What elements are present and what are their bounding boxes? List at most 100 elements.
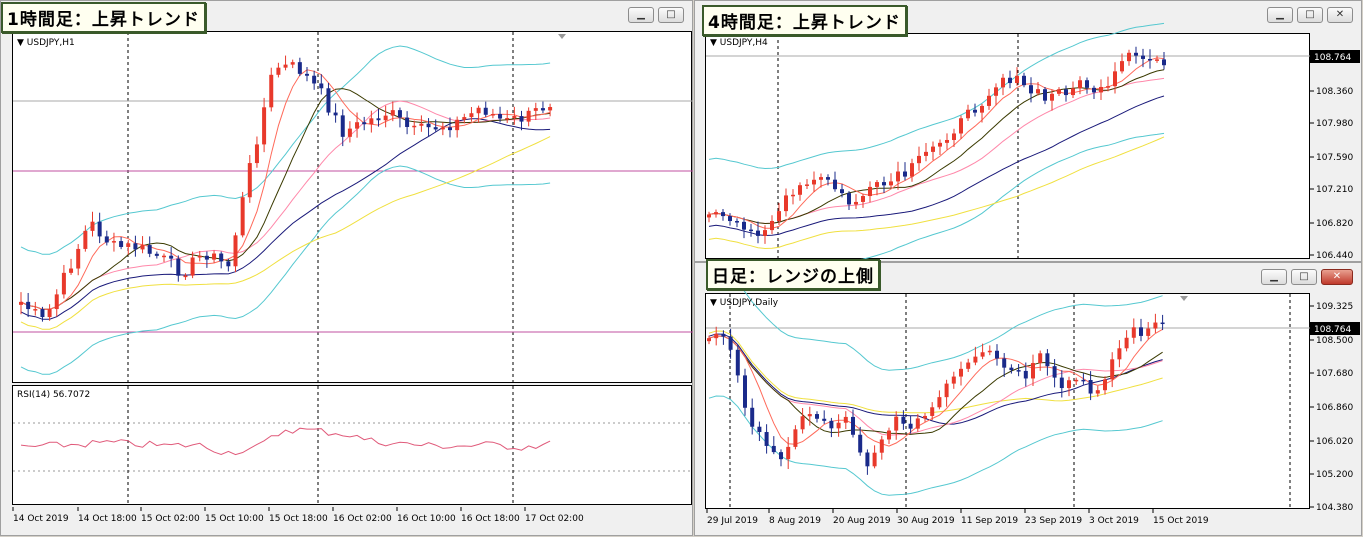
candle-body (756, 230, 760, 236)
candle-body (707, 338, 711, 342)
price-plot-h4[interactable]: ▼ USDJPY,H4 (705, 22, 1311, 280)
candle-body (512, 116, 517, 119)
moving-average-yellow (708, 136, 1165, 250)
bollinger-upper-band (708, 270, 1163, 371)
candle-body (405, 117, 410, 127)
candle-body (742, 221, 746, 230)
maximize-icon[interactable]: □ (1291, 269, 1317, 285)
candle-body (1050, 93, 1054, 101)
moving-average-pink (20, 100, 551, 310)
minimize-icon[interactable]: ▁ (628, 7, 654, 23)
candle-body (872, 452, 877, 467)
candle-body (169, 255, 174, 259)
symbol-label-h1: ▼ USDJPY,H1 (17, 38, 75, 48)
chart-window-h1[interactable]: ▁ □ ▼ USDJPY,H1 RSI(14) 56.7072 14 Oct 2… (0, 0, 693, 536)
candle-body (793, 429, 798, 447)
candle-body (721, 333, 726, 337)
moving-average-navy (708, 95, 1165, 237)
candle-body (426, 123, 431, 128)
candle-body (735, 349, 740, 376)
candle-body (1036, 89, 1040, 94)
candle-body (83, 230, 88, 249)
candle-body (987, 95, 991, 106)
close-icon[interactable]: ✕ (1321, 269, 1353, 285)
candle-body (915, 418, 920, 429)
candle-body (1023, 370, 1028, 379)
candle-body (262, 107, 267, 145)
candle-body (1001, 77, 1005, 88)
candle-body (154, 253, 159, 256)
candle-body (1067, 380, 1071, 389)
candle-body (40, 309, 45, 318)
candle-body (1120, 61, 1124, 72)
close-icon[interactable]: ✕ (1327, 7, 1353, 23)
candle-body (1110, 359, 1115, 380)
candle-body (197, 255, 202, 258)
candle-body (397, 110, 402, 118)
candle-body (1022, 75, 1026, 86)
candle-body (771, 445, 776, 453)
price-axis-daily: 109.325 108.500 107.680 106.860 106.020 105.2… (1310, 302, 1360, 513)
chart-window-h4[interactable]: ▁ □ ✕ ▼ USDJPY,H4 108.764108.360107.9801… (694, 0, 1362, 280)
candle-body (176, 258, 181, 276)
candle-body (887, 430, 891, 440)
candle-body (763, 230, 767, 236)
title-label-h4: 4時間足：上昇トレンド (702, 5, 907, 36)
candle-body (721, 212, 725, 217)
candle-body (269, 74, 274, 108)
price-chart-daily (706, 270, 1311, 510)
y-tick-label: 109.325 (1316, 302, 1353, 312)
candle-body (1162, 59, 1166, 66)
candle-body (1071, 88, 1075, 96)
price-plot-h1[interactable]: ▼ USDJPY,H1 (12, 31, 693, 384)
symbol-label-daily: ▼ USDJPY,Daily (710, 298, 779, 308)
candle-body (980, 105, 984, 113)
candle-body (714, 333, 719, 339)
y-tick-label: 104.380 (1316, 503, 1353, 513)
candle-body (1045, 353, 1050, 367)
candle-body (847, 193, 851, 205)
x-tick-label: 20 Aug 2019 (833, 516, 891, 526)
price-plot-daily[interactable]: ▼ USDJPY,Daily (705, 270, 1311, 510)
x-tick-label: 11 Sep 2019 (961, 516, 1018, 526)
chart-window-daily[interactable]: ▁ □ ✕ ▼ USDJPY,Daily 109.325 108.500 107.6… (694, 262, 1362, 536)
candle-body (1106, 86, 1110, 88)
candle-body (1029, 85, 1033, 94)
candle-body (1117, 348, 1122, 360)
x-tick-label: 15 Oct 02:00 (141, 514, 200, 524)
symbol-text-h1: USDJPY,H1 (26, 38, 75, 48)
y-tick-label: 106.020 (1316, 437, 1353, 447)
x-tick-label: 29 Jul 2019 (707, 516, 758, 526)
candle-body (104, 236, 109, 243)
candle-body (875, 182, 879, 187)
candle-body (440, 127, 445, 130)
candle-body (836, 422, 841, 429)
minimize-icon[interactable]: ▁ (1261, 269, 1287, 285)
maximize-icon[interactable]: □ (1297, 7, 1323, 23)
candle-body (340, 115, 345, 137)
candle-body (412, 125, 417, 128)
candle-body (140, 245, 145, 250)
chart-shift-marker (1180, 296, 1188, 301)
candle-body (1059, 377, 1064, 389)
rsi-plot-h1[interactable]: RSI(14) 56.7072 (12, 385, 693, 506)
candle-body (240, 197, 245, 236)
symbol-text-h4: USDJPY,H4 (719, 38, 768, 48)
symbol-label-h4: ▼ USDJPY,H4 (710, 38, 768, 48)
candle-body (777, 211, 781, 221)
candle-body (959, 118, 963, 134)
minimize-icon[interactable]: ▁ (1267, 7, 1293, 23)
x-tick-label: 15 Oct 2019 (1153, 516, 1209, 526)
candle-body (1113, 71, 1117, 87)
moving-average-dark (708, 335, 1163, 435)
candle-body (1095, 390, 1100, 394)
candle-body (1153, 322, 1158, 329)
maximize-icon[interactable]: □ (658, 7, 684, 23)
candle-body (90, 221, 95, 231)
candle-body (111, 241, 116, 243)
candle-body (355, 122, 360, 129)
x-tick-label: 16 Oct 02:00 (333, 514, 392, 524)
moving-average-navy (708, 333, 1163, 425)
y-tick-label: 107.980 (1316, 119, 1353, 129)
moving-average-navy (20, 118, 551, 320)
